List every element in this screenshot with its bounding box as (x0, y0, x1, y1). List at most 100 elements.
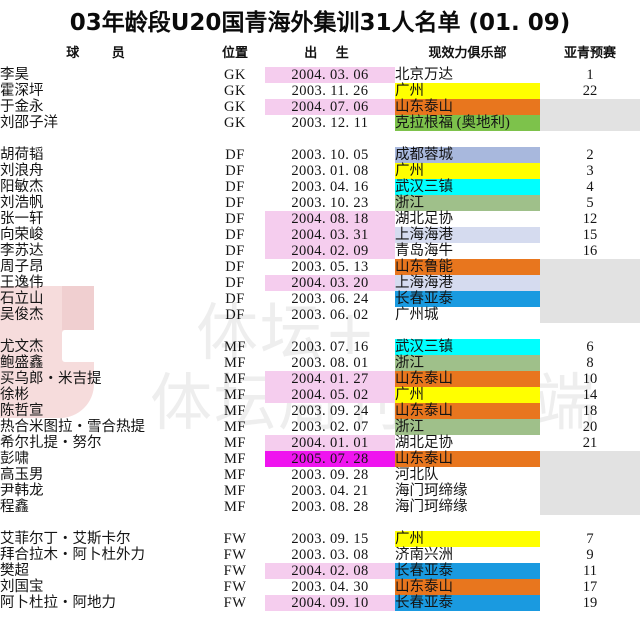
player-club: 山东泰山 (395, 99, 541, 115)
player-birthdate: 2003. 02. 07 (291, 419, 369, 435)
player-birthdate: 2004. 09. 10 (265, 595, 395, 611)
player-club: 浙江 (395, 355, 541, 371)
player-club: 广州 (395, 83, 541, 99)
player-club: 武汉三镇 (395, 339, 541, 355)
player-name: 尹韩龙 (0, 483, 44, 499)
group-separator (0, 131, 640, 147)
player-club: 河北队 (395, 467, 439, 483)
column-header-position: 位置 (221, 46, 248, 61)
player-qualifier-number (540, 291, 640, 307)
player-qualifier-number (540, 307, 640, 323)
player-position: MF (224, 339, 246, 355)
player-qualifier-number: 9 (586, 547, 594, 563)
player-name: 刘邵子洋 (0, 115, 58, 131)
player-name: 李苏达 (0, 243, 44, 259)
table-row: 艾菲尔丁・艾斯卡尔 FW 2003. 09. 15 广州 7 (0, 531, 640, 547)
table-row: 尤文杰 MF 2003. 07. 16 武汉三镇 6 (0, 339, 640, 355)
player-qualifier-number (540, 259, 640, 275)
player-position: MF (224, 483, 246, 499)
table-row: 刘邵子洋 GK 2003. 12. 11 克拉根福 (奥地利) (0, 115, 640, 131)
player-position: MF (224, 467, 246, 483)
player-qualifier-number: 8 (586, 355, 594, 371)
player-position: DF (225, 275, 245, 291)
player-birthdate: 2004. 02. 08 (265, 563, 395, 579)
page-title: 03年龄段U20国青海外集训31人名单 (01. 09) (69, 10, 571, 36)
player-position: DF (225, 291, 245, 307)
player-position: DF (225, 259, 245, 275)
player-position: MF (224, 371, 246, 387)
player-name: 吴俊杰 (0, 307, 44, 323)
player-qualifier-number: 2 (586, 147, 594, 163)
player-birthdate: 2003. 12. 11 (291, 115, 369, 131)
player-position: GK (224, 83, 246, 99)
player-club: 山东泰山 (395, 403, 541, 419)
player-position: MF (224, 387, 246, 403)
player-name: 陈哲宣 (0, 403, 44, 419)
player-qualifier-number: 6 (586, 339, 594, 355)
player-birthdate: 2004. 01. 01 (265, 435, 395, 451)
player-name: 彭啸 (0, 451, 29, 467)
player-club: 青岛海牛 (395, 243, 453, 259)
table-row: 樊超 FW 2004. 02. 08 长春亚泰 11 (0, 563, 640, 579)
player-position: MF (224, 355, 246, 371)
player-name: 霍深坪 (0, 83, 44, 99)
player-qualifier-number: 21 (582, 435, 598, 451)
table-row: 尹韩龙 MF 2003. 04. 21 海门珂缔缘 (0, 483, 640, 499)
table-row: 高玉男 MF 2003. 09. 28 河北队 (0, 467, 640, 483)
player-birthdate: 2003. 09. 24 (291, 403, 369, 419)
player-birthdate: 2003. 09. 15 (291, 531, 369, 547)
player-qualifier-number (540, 483, 640, 499)
player-qualifier-number: 20 (582, 419, 598, 435)
player-position: GK (224, 115, 246, 131)
player-birthdate: 2004. 02. 09 (265, 243, 395, 259)
player-name: 刘国宝 (0, 579, 44, 595)
table-row: 希尔扎提・努尔 MF 2004. 01. 01 湖北足协 21 (0, 435, 640, 451)
table-row: 王逸伟 DF 2004. 03. 20 上海海港 (0, 275, 640, 291)
player-qualifier-number: 18 (582, 403, 598, 419)
table-row: 周子昂 DF 2003. 05. 13 山东鲁能 (0, 259, 640, 275)
player-position: DF (225, 227, 245, 243)
header-row: 球 员 位置 出 生 现效力俱乐部 亚青预赛 (0, 42, 640, 67)
player-name: 买乌郎・米吉提 (0, 371, 102, 387)
player-club: 广州 (395, 163, 541, 179)
player-birthdate: 2004. 08. 18 (265, 211, 395, 227)
player-qualifier-number (540, 99, 640, 115)
player-club: 山东鲁能 (395, 259, 541, 275)
player-birthdate: 2003. 06. 24 (291, 291, 369, 307)
table-row: 向荣峻 DF 2004. 03. 31 上海海港 15 (0, 227, 640, 243)
player-position: GK (224, 67, 246, 83)
player-club: 山东泰山 (395, 579, 541, 595)
player-name: 鲍盛鑫 (0, 355, 44, 371)
player-name: 希尔扎提・努尔 (0, 435, 102, 451)
table-row: 陈哲宣 MF 2003. 09. 24 山东泰山 18 (0, 403, 640, 419)
column-header-qualifier: 亚青预赛 (564, 46, 617, 61)
table-row: 刘国宝 FW 2003. 04. 30 山东泰山 17 (0, 579, 640, 595)
player-club: 成都蓉城 (395, 147, 541, 163)
player-qualifier-number: 11 (583, 563, 597, 579)
player-position: GK (224, 99, 246, 115)
player-position: MF (224, 451, 246, 467)
player-club: 海门珂缔缘 (395, 499, 468, 515)
roster-table: 球 员 位置 出 生 现效力俱乐部 亚青预赛 李昊 GK 2004. 03. 06 北… (0, 42, 640, 611)
player-position: FW (223, 547, 247, 563)
table-row: 胡荷韬 DF 2003. 10. 05 成都蓉城 2 (0, 147, 640, 163)
player-qualifier-number: 12 (582, 211, 598, 227)
player-club: 山东泰山 (395, 371, 541, 387)
table-header: 球 员 位置 出 生 现效力俱乐部 亚青预赛 (0, 42, 640, 67)
player-position: DF (225, 147, 245, 163)
player-name: 王逸伟 (0, 275, 44, 291)
table-row: 霍深坪 GK 2003. 11. 26 广州 22 (0, 83, 640, 99)
table-row: 石立山 DF 2003. 06. 24 长春亚泰 (0, 291, 640, 307)
table-row: 李苏达 DF 2004. 02. 09 青岛海牛 16 (0, 243, 640, 259)
player-position: DF (225, 195, 245, 211)
player-birthdate: 2003. 03. 08 (291, 547, 369, 563)
player-name: 拜合拉木・阿卜杜外力 (0, 547, 145, 563)
group-separator-cell (0, 515, 640, 531)
player-name: 石立山 (0, 291, 44, 307)
player-position: DF (225, 243, 245, 259)
table-row: 程鑫 MF 2003. 08. 28 海门珂缔缘 (0, 499, 640, 515)
player-birthdate: 2004. 03. 31 (265, 227, 395, 243)
table-row: 拜合拉木・阿卜杜外力 FW 2003. 03. 08 济南兴洲 9 (0, 547, 640, 563)
table-row: 吴俊杰 DF 2003. 06. 02 广州城 (0, 307, 640, 323)
table-row: 于金永 GK 2004. 07. 06 山东泰山 (0, 99, 640, 115)
